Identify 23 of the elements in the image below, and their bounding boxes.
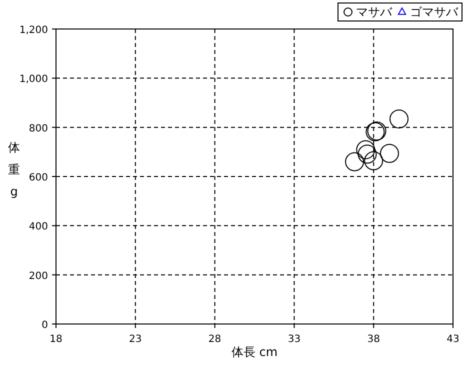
y-tick-label: 0 — [42, 320, 48, 331]
point — [345, 152, 364, 172]
y-tick-label: 600 — [28, 172, 48, 184]
x-tick-label: 28 — [208, 334, 222, 345]
point — [364, 151, 384, 170]
y-tick-label: 200 — [28, 270, 48, 282]
point — [356, 140, 376, 160]
point — [380, 144, 399, 163]
y-tick-label: 800 — [28, 123, 48, 134]
y-tick-label: 1,200 — [19, 25, 48, 36]
legend-label: マサバ — [356, 5, 393, 19]
point — [390, 109, 409, 128]
legend-label: ゴマサバ — [410, 5, 459, 19]
point — [358, 144, 377, 164]
x-tick-label: 23 — [129, 334, 142, 345]
x-axis-title: 体長 cm — [231, 345, 278, 359]
y-axis-title: 体重 g — [8, 140, 20, 198]
x-tick-label: 33 — [288, 334, 301, 345]
y-tick-label: 400 — [28, 222, 48, 233]
y-tick-label: 1,000 — [19, 74, 48, 86]
x-tick-label: 18 — [50, 334, 62, 345]
x-tick-label: 38 — [367, 334, 380, 345]
x-tick-label: 43 — [446, 334, 460, 345]
